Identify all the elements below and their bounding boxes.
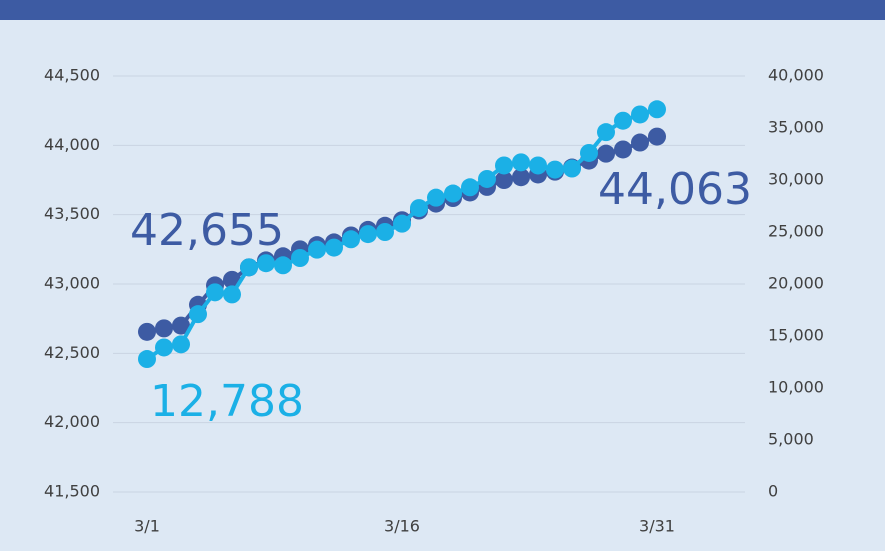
data-label: 12,788: [150, 376, 304, 427]
point-marker: [495, 171, 513, 189]
y2-tick-label: 5,000: [768, 430, 814, 449]
point-marker: [512, 153, 530, 172]
point-marker: [427, 188, 445, 207]
y-tick-label: 43,000: [44, 274, 100, 293]
x-tick-label: 3/1: [134, 517, 160, 536]
point-marker: [189, 305, 207, 324]
y-tick-label: 44,000: [44, 135, 100, 154]
point-marker: [495, 156, 513, 175]
point-marker: [444, 184, 462, 203]
point-marker: [597, 123, 615, 142]
point-marker: [138, 322, 156, 341]
point-marker: [546, 160, 564, 179]
point-marker: [648, 100, 666, 119]
data-label: 44,063: [598, 164, 752, 215]
point-marker: [461, 178, 479, 197]
point-marker: [614, 140, 632, 159]
point-marker: [359, 225, 377, 244]
x-tick-label: 3/16: [384, 517, 420, 536]
y2-tick-label: 0: [768, 482, 778, 501]
y2-tick-label: 25,000: [768, 222, 824, 241]
point-marker: [291, 249, 309, 267]
point-marker: [529, 156, 547, 175]
point-marker: [648, 127, 666, 146]
point-marker: [614, 111, 632, 130]
y2-tick-label: 30,000: [768, 170, 824, 189]
point-marker: [172, 335, 190, 354]
y2-tick-label: 40,000: [768, 66, 824, 85]
point-marker: [240, 258, 258, 277]
point-marker: [342, 230, 360, 249]
x-tick-label: 3/31: [639, 517, 675, 536]
y-tick-label: 42,000: [44, 412, 100, 431]
point-marker: [138, 350, 156, 369]
y-tick-label: 44,500: [44, 66, 100, 85]
point-marker: [172, 316, 190, 335]
point-marker: [631, 133, 649, 152]
y-tick-label: 41,500: [44, 482, 100, 501]
y2-tick-label: 15,000: [768, 326, 824, 345]
point-marker: [206, 283, 224, 302]
point-marker: [325, 238, 343, 257]
point-marker: [512, 168, 530, 187]
point-marker: [478, 169, 496, 188]
point-marker: [274, 256, 292, 275]
point-marker: [223, 285, 241, 304]
point-marker: [410, 199, 428, 218]
point-marker: [563, 159, 581, 178]
y2-tick-label: 10,000: [768, 378, 824, 397]
point-marker: [257, 254, 275, 273]
point-marker: [308, 240, 326, 259]
data-label: 42,655: [130, 205, 284, 256]
point-marker: [597, 144, 615, 163]
point-marker: [393, 214, 411, 233]
y-tick-label: 43,500: [44, 204, 100, 223]
y-tick-label: 42,500: [44, 343, 100, 362]
y2-tick-label: 20,000: [768, 274, 824, 293]
point-marker: [580, 143, 598, 162]
point-marker: [155, 319, 173, 338]
y2-tick-label: 35,000: [768, 118, 824, 137]
point-marker: [376, 223, 394, 241]
point-marker: [631, 105, 649, 124]
point-marker: [155, 338, 173, 357]
title-banner: [0, 0, 885, 20]
